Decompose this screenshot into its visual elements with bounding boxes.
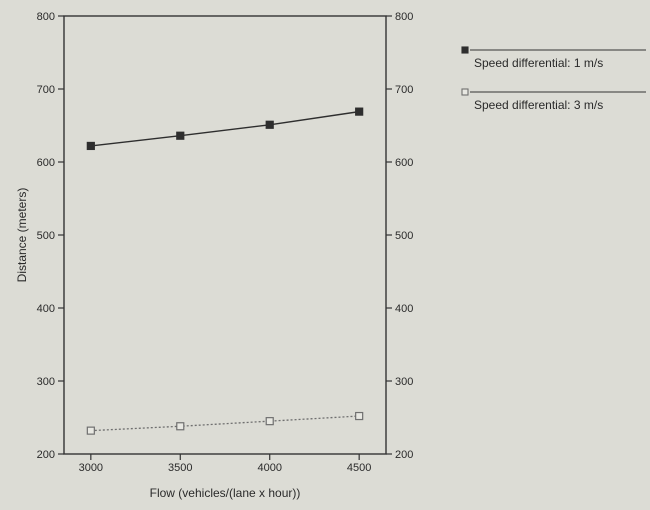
y-tick-label: 700 [37,84,55,96]
right-y-tick-label: 800 [395,11,413,23]
series-layer [86,107,364,435]
right-y-tick-label: 600 [395,157,413,169]
x-tick-label: 3000 [79,462,103,474]
y-tick-label: 300 [37,376,55,388]
y-tick-label: 800 [37,11,55,23]
x-tick-label: 4000 [257,462,281,474]
right-y-tick-label: 700 [395,84,413,96]
data-point [176,422,185,431]
legend-label: Speed differential: 3 m/s [474,98,603,112]
data-point [176,131,185,140]
x-tick-label: 4500 [347,462,371,474]
data-point [86,141,95,151]
data-point [265,120,274,129]
y-tick-label: 500 [37,230,55,242]
x-tick-label: 3500 [168,462,192,474]
right-y-tick-label: 300 [395,376,413,388]
right-y-axis: 200 300 400 500 600 700 800 [386,11,413,461]
legend: Speed differential: 1 m/s Speed different… [461,46,646,112]
legend-marker [461,88,469,96]
series-line-2 [90,415,360,432]
y-tick-label: 400 [37,303,55,315]
x-axis: 3000 3500 4000 4500 [79,454,371,474]
y-tick-label: 200 [37,449,55,461]
right-y-tick-label: 400 [395,303,413,315]
x-axis-title: Flow (vehicles/(lane x hour)) [150,486,301,500]
left-y-axis: 200 300 400 500 600 700 800 [37,11,64,461]
series-line-1 [90,110,360,147]
data-point [86,426,95,435]
y-tick-label: 600 [37,157,55,169]
data-point [355,107,364,116]
right-y-tick-label: 200 [395,449,413,461]
legend-label: Speed differential: 1 m/s [474,56,603,70]
data-point [355,411,364,421]
legend-marker [461,46,469,54]
y-axis-title: Distance (meters) [15,188,29,283]
data-point [265,417,274,426]
plot-frame [63,15,387,455]
right-y-tick-label: 500 [395,230,413,242]
